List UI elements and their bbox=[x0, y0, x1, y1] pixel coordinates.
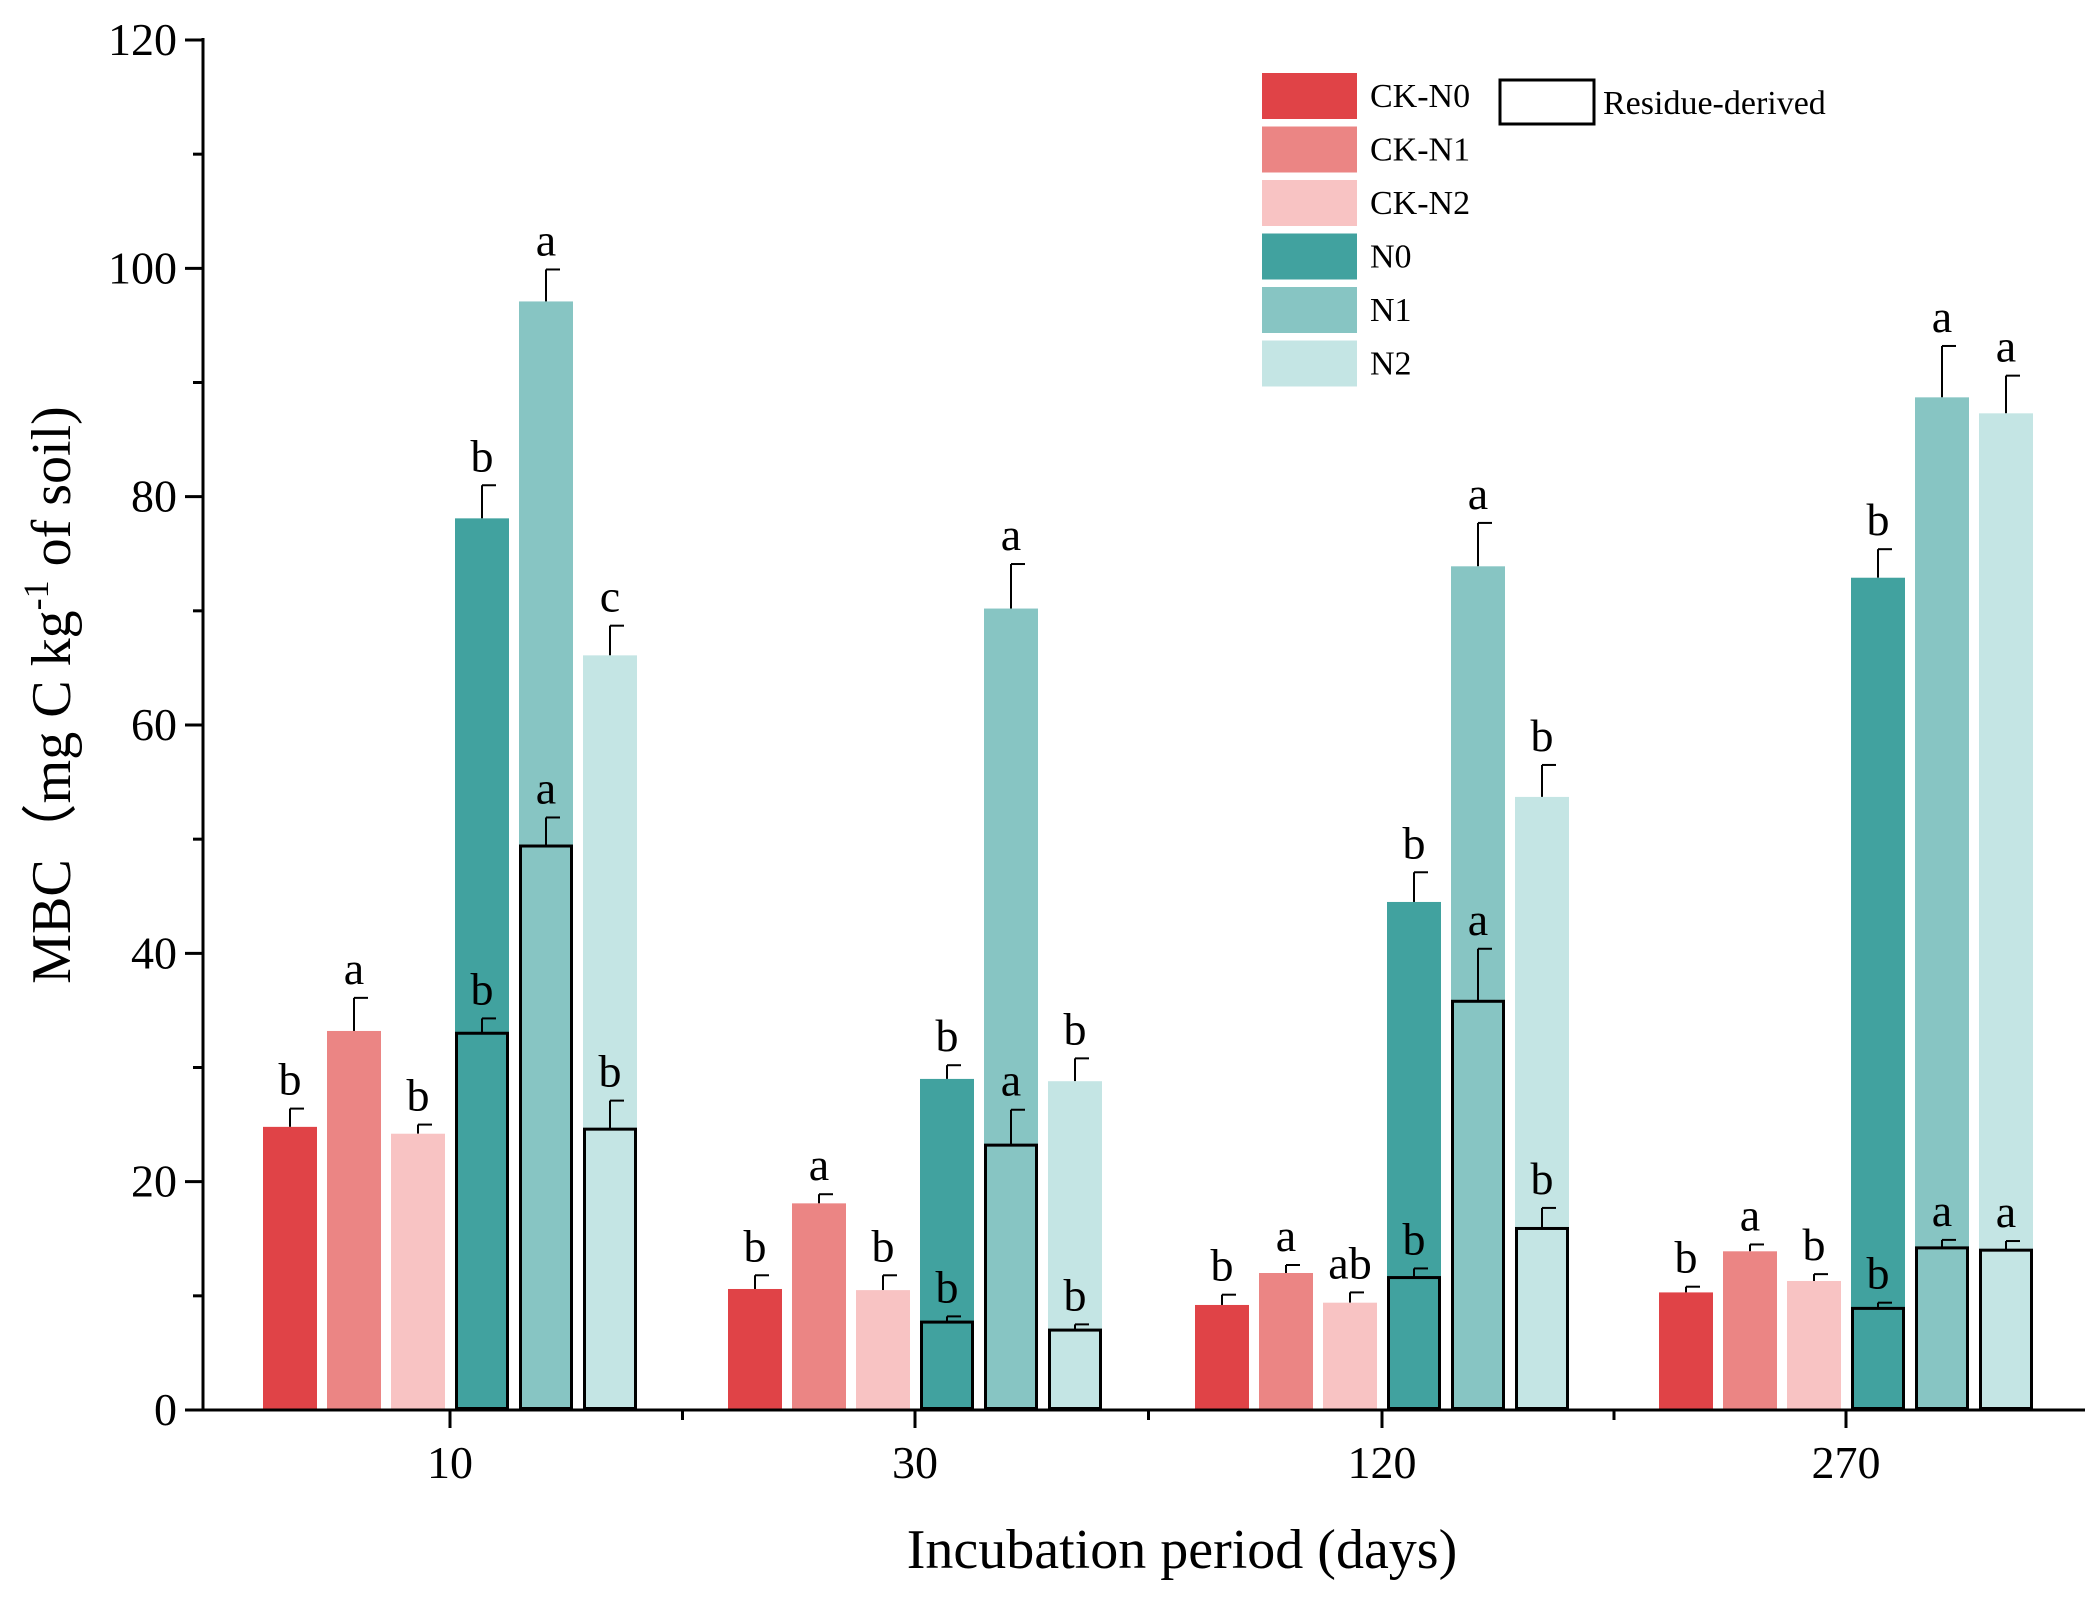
residue-significance-letter: a bbox=[1468, 894, 1488, 945]
x-tick-label: 120 bbox=[1348, 1437, 1417, 1488]
bar bbox=[1195, 1304, 1249, 1410]
y-tick-label: 80 bbox=[131, 471, 177, 522]
y-axis-title-base: MBC（mg C kg bbox=[21, 610, 83, 983]
significance-letter: a bbox=[1996, 321, 2016, 372]
bar bbox=[263, 1126, 317, 1410]
significance-letter: b bbox=[1675, 1232, 1698, 1283]
y-tick-label: 0 bbox=[154, 1384, 177, 1435]
significance-letter: b bbox=[407, 1070, 430, 1121]
significance-letter: c bbox=[600, 571, 620, 622]
bar bbox=[984, 608, 1038, 1410]
bar bbox=[728, 1288, 782, 1410]
bar bbox=[1259, 1273, 1313, 1410]
bar bbox=[1979, 413, 2033, 1410]
bar bbox=[1515, 796, 1569, 1410]
residue-significance-letter: b bbox=[599, 1046, 622, 1097]
residue-significance-letter: b bbox=[1867, 1248, 1890, 1299]
legend-label: CK-N1 bbox=[1370, 132, 1470, 169]
legend-label: CK-N0 bbox=[1370, 78, 1470, 115]
x-tick-label: 10 bbox=[427, 1437, 473, 1488]
significance-letter: b bbox=[1803, 1219, 1826, 1270]
y-tick-label: 100 bbox=[108, 242, 177, 293]
legend-swatch bbox=[1262, 126, 1357, 173]
significance-letter: a bbox=[1001, 509, 1021, 560]
significance-letter: b bbox=[936, 1010, 959, 1061]
legend-label: CK-N2 bbox=[1370, 185, 1470, 222]
residue-significance-letter: a bbox=[1001, 1055, 1021, 1106]
bar bbox=[1851, 577, 1905, 1410]
bar bbox=[1659, 1292, 1713, 1410]
y-tick-label: 40 bbox=[131, 927, 177, 978]
y-tick-label: 60 bbox=[131, 699, 177, 750]
legend-swatch bbox=[1262, 340, 1357, 387]
significance-letter: b bbox=[471, 430, 494, 481]
legend-label: N2 bbox=[1370, 346, 1412, 383]
legend-label-residue: Residue-derived bbox=[1603, 85, 1826, 122]
legend-swatch bbox=[1262, 180, 1357, 226]
significance-letter: b bbox=[1531, 710, 1554, 761]
residue-significance-letter: a bbox=[1996, 1186, 2016, 1237]
residue-significance-letter: b bbox=[471, 963, 494, 1014]
axes: 0 20 40 60 80 100 120 10 30 120 270 bbox=[108, 14, 2085, 1488]
bar bbox=[327, 1030, 381, 1410]
bar bbox=[1387, 901, 1441, 1410]
significance-letter: a bbox=[1740, 1189, 1760, 1240]
significance-letter: a bbox=[344, 943, 364, 994]
legend-swatch bbox=[1262, 73, 1357, 119]
bar bbox=[1323, 1302, 1377, 1410]
legend-swatch bbox=[1262, 233, 1357, 280]
bar bbox=[1723, 1251, 1777, 1410]
bar bbox=[792, 1203, 846, 1410]
significance-letter: b bbox=[1211, 1240, 1234, 1291]
y-axis-title-superscript: -1 bbox=[16, 580, 56, 610]
bar bbox=[519, 301, 573, 1411]
residue-significance-letter: b bbox=[1403, 1213, 1426, 1264]
significance-letter: a bbox=[1932, 291, 1952, 342]
significance-letter: b bbox=[872, 1220, 895, 1271]
bar bbox=[391, 1133, 445, 1410]
legend-swatch bbox=[1262, 287, 1357, 333]
bar bbox=[856, 1290, 910, 1410]
x-axis-title: Incubation period (days) bbox=[907, 1519, 1457, 1581]
significance-letter: a bbox=[1276, 1210, 1296, 1261]
residue-significance-letter: a bbox=[536, 762, 556, 813]
residue-significance-letter: a bbox=[1932, 1185, 1952, 1236]
legend-swatch-residue bbox=[1498, 78, 1596, 126]
bar bbox=[1048, 1081, 1102, 1410]
significance-letter: a bbox=[809, 1139, 829, 1190]
y-axis-title: MBC（mg C kg-1 of soil) bbox=[16, 406, 83, 984]
significance-letter: b bbox=[279, 1054, 302, 1105]
bar bbox=[1787, 1280, 1841, 1410]
significance-letter: a bbox=[536, 214, 556, 265]
residue-significance-letter: b bbox=[1531, 1153, 1554, 1204]
significance-letter: b bbox=[1064, 1003, 1087, 1054]
legend: CK-N0 CK-N1 CK-N2 N0 N1 N2 Residue-derived bbox=[1262, 73, 1826, 387]
bar bbox=[455, 518, 509, 1410]
x-tick-label: 270 bbox=[1812, 1437, 1881, 1488]
legend-label: N1 bbox=[1370, 292, 1412, 329]
x-tick-label: 30 bbox=[892, 1437, 938, 1488]
y-tick-label: 120 bbox=[108, 14, 177, 65]
residue-significance-letter: b bbox=[1064, 1269, 1087, 1320]
legend-label: N0 bbox=[1370, 239, 1412, 276]
significance-letter: ab bbox=[1328, 1237, 1371, 1288]
bar bbox=[583, 655, 637, 1410]
y-axis-title-tail: of soil) bbox=[21, 406, 83, 580]
significance-letter: b bbox=[1403, 817, 1426, 868]
significance-letter: b bbox=[1867, 494, 1890, 545]
y-tick-label: 20 bbox=[131, 1156, 177, 1207]
significance-letter: b bbox=[744, 1220, 767, 1271]
bar bbox=[1915, 397, 1969, 1410]
significance-letter: a bbox=[1468, 468, 1488, 519]
residue-significance-letter: b bbox=[936, 1261, 959, 1312]
bar bbox=[920, 1078, 974, 1410]
